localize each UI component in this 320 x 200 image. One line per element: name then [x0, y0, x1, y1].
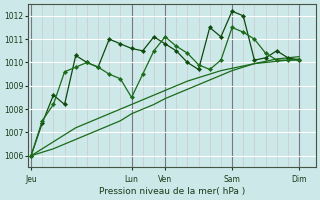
X-axis label: Pression niveau de la mer( hPa ): Pression niveau de la mer( hPa ): [99, 187, 245, 196]
